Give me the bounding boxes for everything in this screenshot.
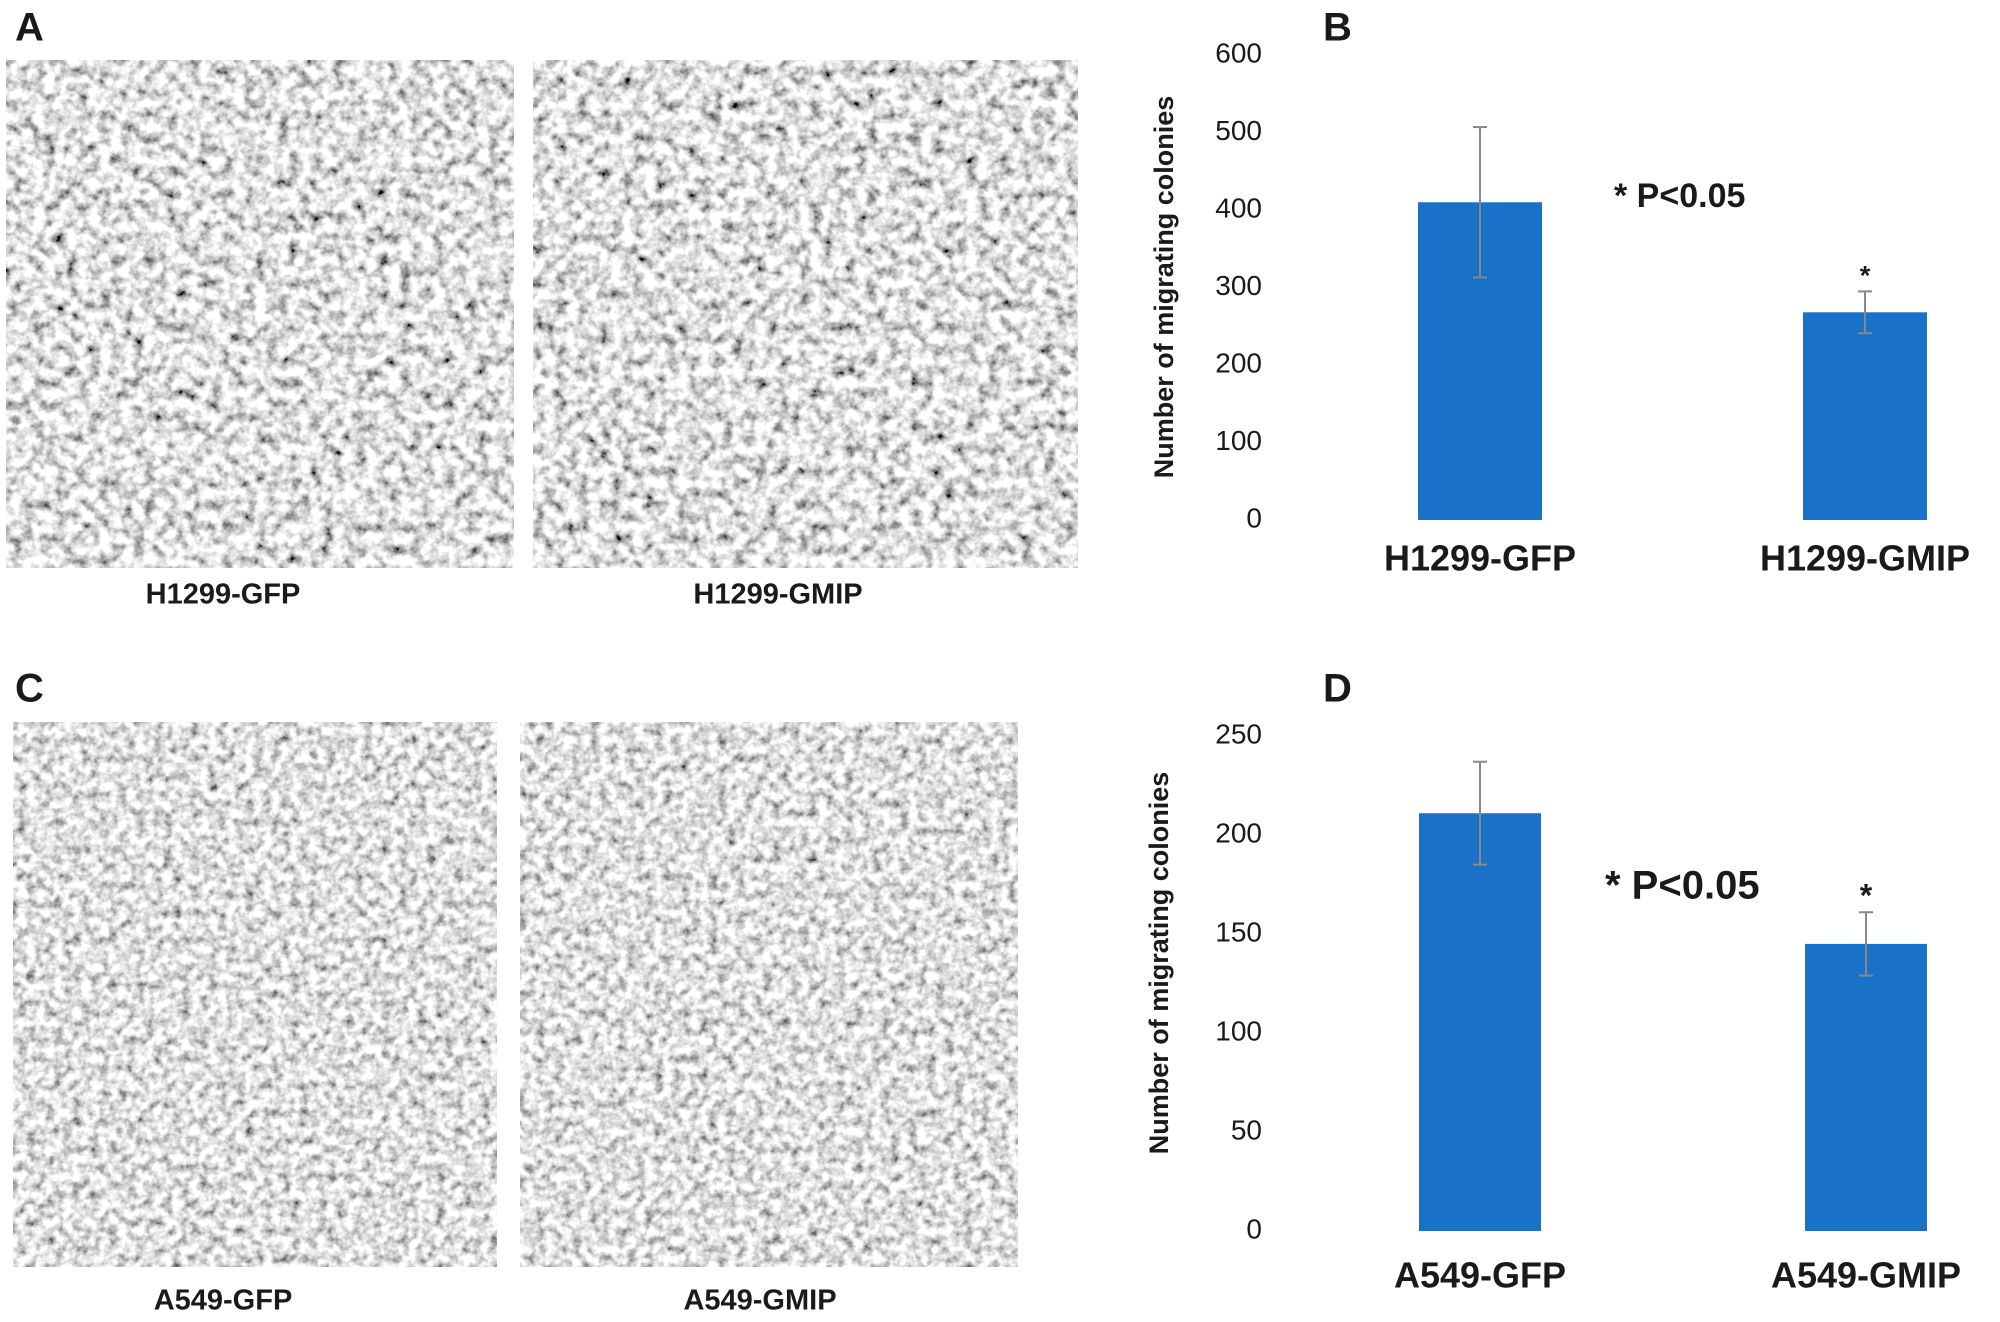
significance-star: *	[1860, 260, 1871, 291]
panel-label: A	[15, 6, 44, 50]
x-tick-label: A549-GMIP	[1771, 1255, 1961, 1296]
significance-star: *	[1860, 878, 1873, 914]
panel-label: D	[1323, 667, 1352, 711]
significance-note: * P<0.05	[1605, 864, 1760, 908]
micrograph	[13, 722, 497, 1267]
significance-note: * P<0.05	[1614, 177, 1745, 215]
y-tick-label: 0	[1246, 502, 1262, 533]
panel-label: C	[15, 667, 44, 711]
micrograph	[6, 60, 514, 568]
y-tick-label: 50	[1231, 1114, 1262, 1145]
x-tick-label: H1299-GFP	[1384, 538, 1576, 579]
y-tick-label: 200	[1215, 347, 1262, 378]
y-tick-label: 200	[1215, 817, 1262, 848]
bar	[1419, 813, 1541, 1231]
y-tick-label: 500	[1215, 115, 1262, 146]
image-caption: A549-GFP	[154, 1285, 293, 1317]
y-tick-label: 300	[1215, 270, 1262, 301]
y-tick-label: 250	[1215, 718, 1262, 749]
bar	[1803, 312, 1927, 520]
panel-label: B	[1323, 6, 1352, 50]
x-tick-label: A549-GFP	[1394, 1255, 1566, 1296]
bar	[1805, 943, 1927, 1231]
image-caption: H1299-GMIP	[693, 579, 862, 611]
image-caption: H1299-GFP	[146, 579, 301, 611]
micrograph	[520, 722, 1018, 1267]
y-tick-label: 0	[1246, 1213, 1262, 1244]
y-tick-label: 400	[1215, 192, 1262, 223]
y-axis-label: Number of migrating colonies	[1144, 772, 1174, 1155]
y-tick-label: 100	[1215, 1015, 1262, 1046]
y-tick-label: 100	[1215, 425, 1262, 456]
y-tick-label: 150	[1215, 916, 1262, 947]
micrograph	[533, 60, 1078, 568]
image-caption: A549-GMIP	[683, 1285, 836, 1317]
y-tick-label: 600	[1215, 37, 1262, 68]
x-tick-label: H1299-GMIP	[1760, 538, 1970, 579]
y-axis-label: Number of migrating colonies	[1149, 96, 1179, 479]
